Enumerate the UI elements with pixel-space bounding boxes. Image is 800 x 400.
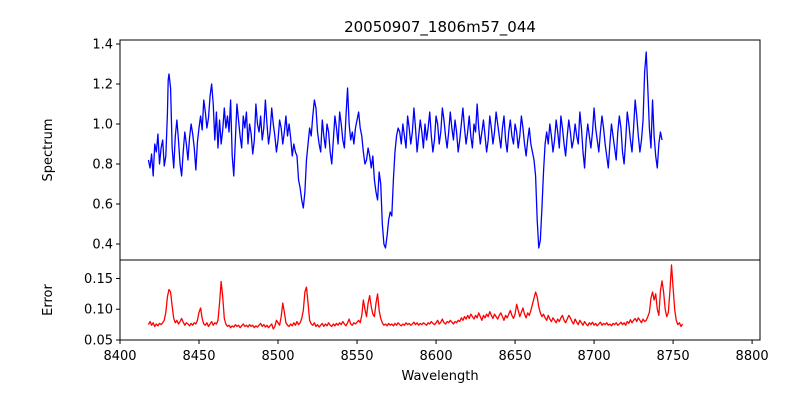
- spectrum-y-tick-label: 0.8: [92, 158, 113, 173]
- x-tick-label: 8500: [261, 349, 294, 364]
- x-tick-label: 8450: [182, 349, 215, 364]
- x-tick-label: 8550: [340, 349, 373, 364]
- spectrum-y-tick-label: 1.2: [92, 78, 113, 93]
- x-axis-label: Wavelength: [401, 369, 478, 384]
- x-tick-label: 8600: [420, 349, 453, 364]
- x-tick-label: 8650: [499, 349, 532, 364]
- x-tick-label: 8750: [657, 349, 690, 364]
- spectrum-series-line: [147, 51, 663, 249]
- error-series-line: [147, 264, 684, 330]
- spectrum-axes-frame: [119, 39, 761, 261]
- error-panel: 0.05 0.10 0.15 Error: [41, 259, 761, 349]
- error-y-tick-label: 0.05: [84, 334, 113, 349]
- error-axes-frame: [119, 259, 761, 341]
- spectrum-panel: 0.4 0.6 0.8 1.0 1.2 1.4 Spectrum: [41, 38, 761, 261]
- spectrum-y-label: Spectrum: [41, 119, 56, 182]
- chart-title: 20050907_1806m57_044: [344, 18, 536, 37]
- error-y-tick-label: 0.10: [84, 303, 113, 318]
- x-tick-label: 8800: [736, 349, 769, 364]
- error-y-label: Error: [41, 284, 56, 316]
- spectrum-y-ticks: 0.4 0.6 0.8 1.0 1.2 1.4: [92, 38, 120, 253]
- x-axis-ticks: 8400 8450 8500 8550 8600 8650 8700 8750 8800: [103, 340, 769, 364]
- x-tick-label: 8700: [578, 349, 611, 364]
- x-tick-label: 8400: [103, 349, 136, 364]
- spectrum-y-tick-label: 0.4: [92, 238, 113, 253]
- spectrum-y-tick-label: 1.0: [92, 118, 113, 133]
- spectrum-y-tick-label: 1.4: [92, 38, 113, 53]
- error-y-ticks: 0.05 0.10 0.15: [84, 272, 120, 349]
- error-y-tick-label: 0.15: [84, 272, 113, 287]
- spectrum-y-tick-label: 0.6: [92, 198, 113, 213]
